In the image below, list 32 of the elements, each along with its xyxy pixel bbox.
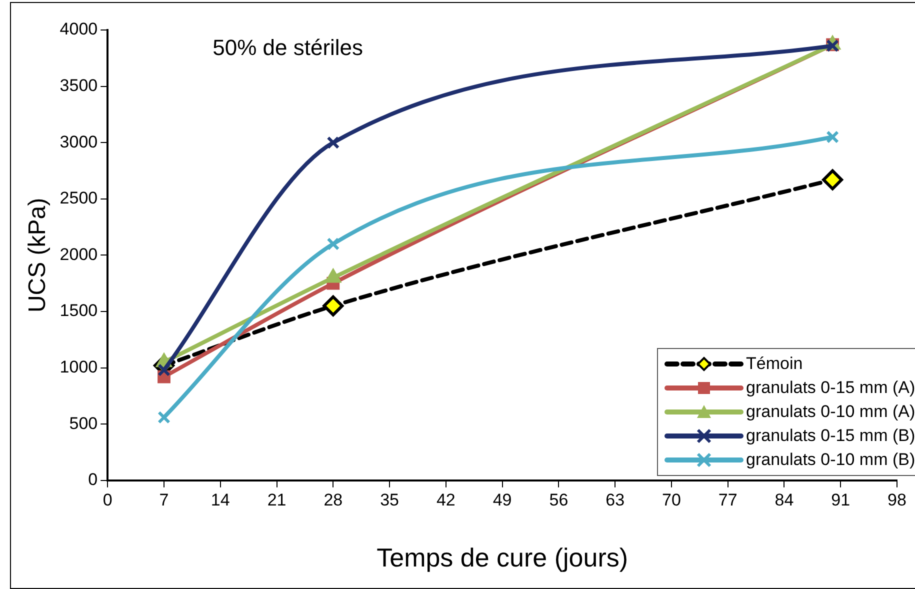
- y-tick-label: 2000: [60, 244, 98, 264]
- x-tick-label: 7: [159, 490, 169, 510]
- legend-label: Témoin: [746, 353, 803, 376]
- x-tick-label: 84: [774, 490, 794, 510]
- legend-label: granulats 0-15 mm (B): [746, 425, 915, 448]
- y-tick-label: 2500: [60, 188, 98, 208]
- x-axis-title: Temps de cure (jours): [376, 542, 628, 573]
- legend-label: granulats 0-10 mm (A): [746, 401, 915, 424]
- x-tick-label: 70: [662, 490, 681, 510]
- x-tick-label: 21: [267, 490, 286, 510]
- y-tick-label: 500: [69, 414, 98, 433]
- chart-title: 50% de stériles: [212, 35, 364, 60]
- x-tick-label: 0: [102, 490, 112, 510]
- x-tick-label: 77: [718, 490, 738, 510]
- x-tick-label: 14: [210, 490, 230, 510]
- y-tick-label: 1500: [60, 301, 98, 320]
- y-tick-label: 3500: [60, 76, 98, 95]
- legend-label: granulats 0-15 mm (A): [746, 377, 915, 400]
- x-tick-label: 42: [436, 490, 456, 510]
- x-tick-label: 98: [888, 490, 906, 510]
- x-tick-label: 91: [831, 490, 850, 510]
- x-tick-label: 35: [380, 490, 399, 510]
- x-tick-label: 63: [606, 490, 625, 510]
- y-tick-label: 1000: [60, 357, 98, 376]
- y-tick-label: 3000: [60, 132, 98, 152]
- x-tick-label: 56: [549, 490, 568, 510]
- x-tick-label: 49: [492, 490, 512, 510]
- legend-label: granulats 0-10 mm (B): [746, 449, 915, 472]
- x-tick-label: 28: [324, 490, 343, 510]
- y-tick-label: 4000: [60, 20, 98, 39]
- y-axis-title: UCS (kPa): [24, 198, 52, 313]
- y-tick-label: 0: [88, 470, 98, 490]
